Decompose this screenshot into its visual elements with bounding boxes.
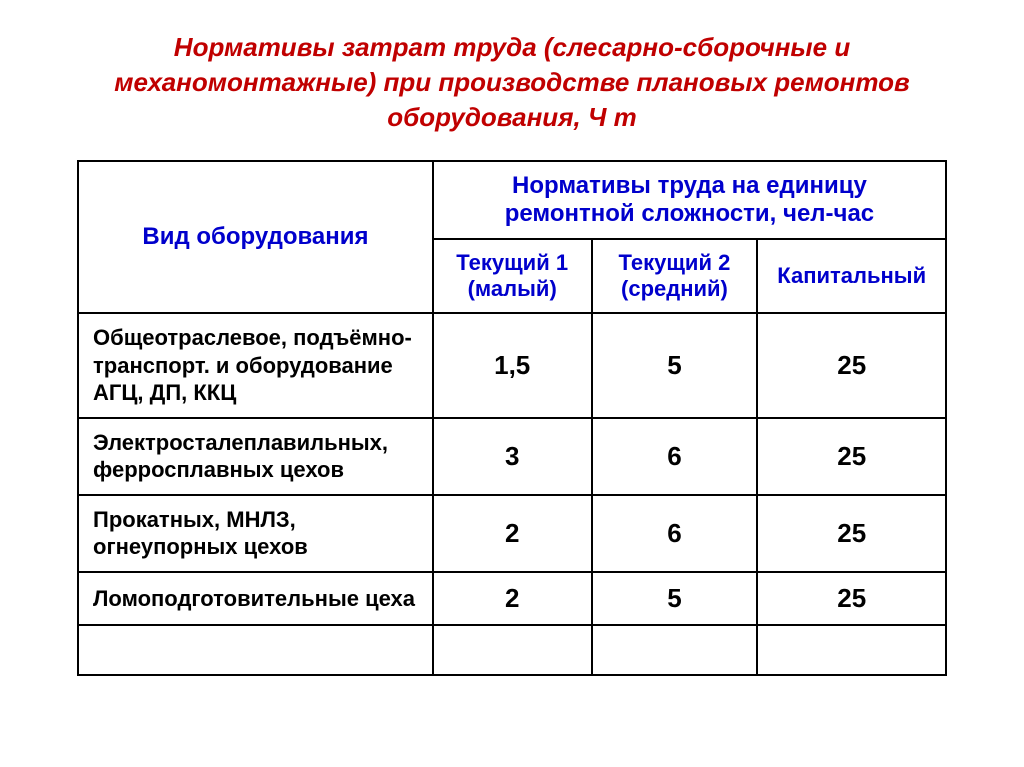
empty-cell: [592, 625, 758, 675]
empty-cell: [757, 625, 946, 675]
cell-value: 25: [757, 313, 946, 418]
empty-cell: [433, 625, 592, 675]
table-row: Электросталеплавильных, ферросплавных це…: [78, 418, 946, 495]
cell-value: 25: [757, 418, 946, 495]
cell-value: 6: [592, 495, 758, 572]
cell-value: 1,5: [433, 313, 592, 418]
empty-cell: [78, 625, 433, 675]
header-col2: Текущий 2 (средний): [592, 239, 758, 313]
table-row-empty: [78, 625, 946, 675]
row-label: Общеотраслевое, подъёмно-транспорт. и об…: [78, 313, 433, 418]
row-label: Электросталеплавильных, ферросплавных це…: [78, 418, 433, 495]
header-norms: Нормативы труда на единицу ремонтной сло…: [433, 161, 946, 239]
cell-value: 6: [592, 418, 758, 495]
table-row: Общеотраслевое, подъёмно-транспорт. и об…: [78, 313, 946, 418]
cell-value: 2: [433, 495, 592, 572]
header-col1: Текущий 1 (малый): [433, 239, 592, 313]
table-row: Ломоподготовительные цеха 2 5 25: [78, 572, 946, 625]
row-label: Ломоподготовительные цеха: [78, 572, 433, 625]
norms-table: Вид оборудования Нормативы труда на един…: [77, 160, 947, 676]
cell-value: 2: [433, 572, 592, 625]
table-row: Прокатных, МНЛЗ, огнеупорных цехов 2 6 2…: [78, 495, 946, 572]
cell-value: 3: [433, 418, 592, 495]
cell-value: 5: [592, 572, 758, 625]
cell-value: 5: [592, 313, 758, 418]
header-equipment: Вид оборудования: [78, 161, 433, 313]
cell-value: 25: [757, 495, 946, 572]
row-label: Прокатных, МНЛЗ, огнеупорных цехов: [78, 495, 433, 572]
page-title: Нормативы затрат труда (слесарно-сборочн…: [0, 0, 1024, 160]
cell-value: 25: [757, 572, 946, 625]
header-col3: Капитальный: [757, 239, 946, 313]
